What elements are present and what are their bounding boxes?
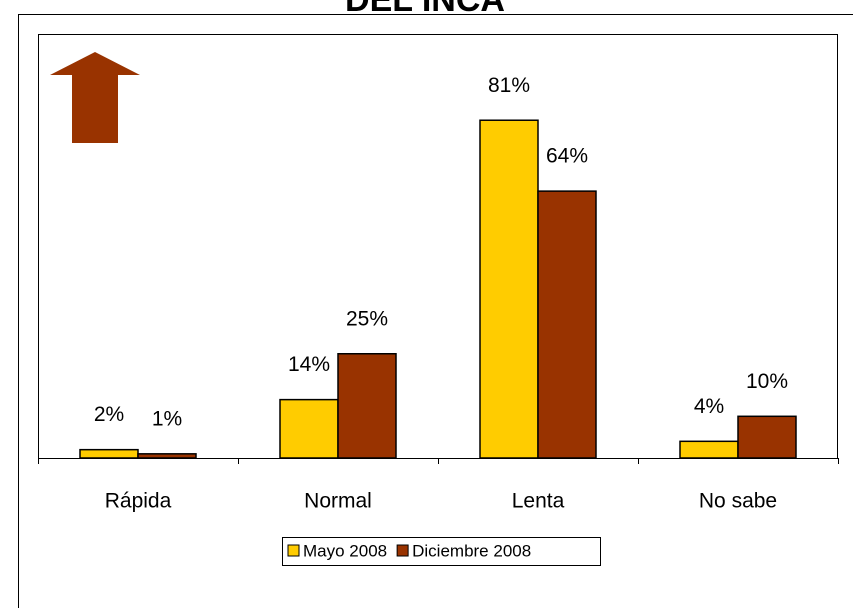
value-label: 14%: [288, 353, 330, 376]
x-tick-label: Normal: [304, 490, 372, 513]
bar: [79, 448, 139, 459]
value-label: 64%: [546, 145, 588, 168]
chart-title: DEL INCA: [345, 0, 505, 19]
x-tick-label: No sabe: [699, 490, 777, 513]
x-tick-label: Rápida: [105, 490, 172, 513]
bar: [537, 190, 597, 459]
bar: [337, 353, 397, 459]
legend-label: Mayo 2008: [303, 541, 387, 560]
bar: [479, 119, 539, 459]
legend-label: Diciembre 2008: [412, 541, 531, 560]
value-label: 10%: [746, 370, 788, 393]
value-label: 81%: [488, 74, 530, 97]
x-tick-label: Lenta: [512, 490, 565, 513]
value-label: 2%: [94, 403, 124, 426]
bar: [137, 453, 197, 459]
bar: [737, 415, 797, 459]
value-label: 1%: [152, 407, 182, 430]
legend-swatch: [287, 544, 300, 557]
legend-box: [282, 537, 601, 566]
bar: [279, 398, 339, 459]
arrow-icon: [50, 52, 140, 143]
bar: [679, 440, 739, 459]
plot-area: [38, 34, 838, 459]
value-label: 4%: [694, 395, 724, 418]
value-label: 25%: [346, 307, 388, 330]
legend-swatch: [396, 544, 409, 557]
